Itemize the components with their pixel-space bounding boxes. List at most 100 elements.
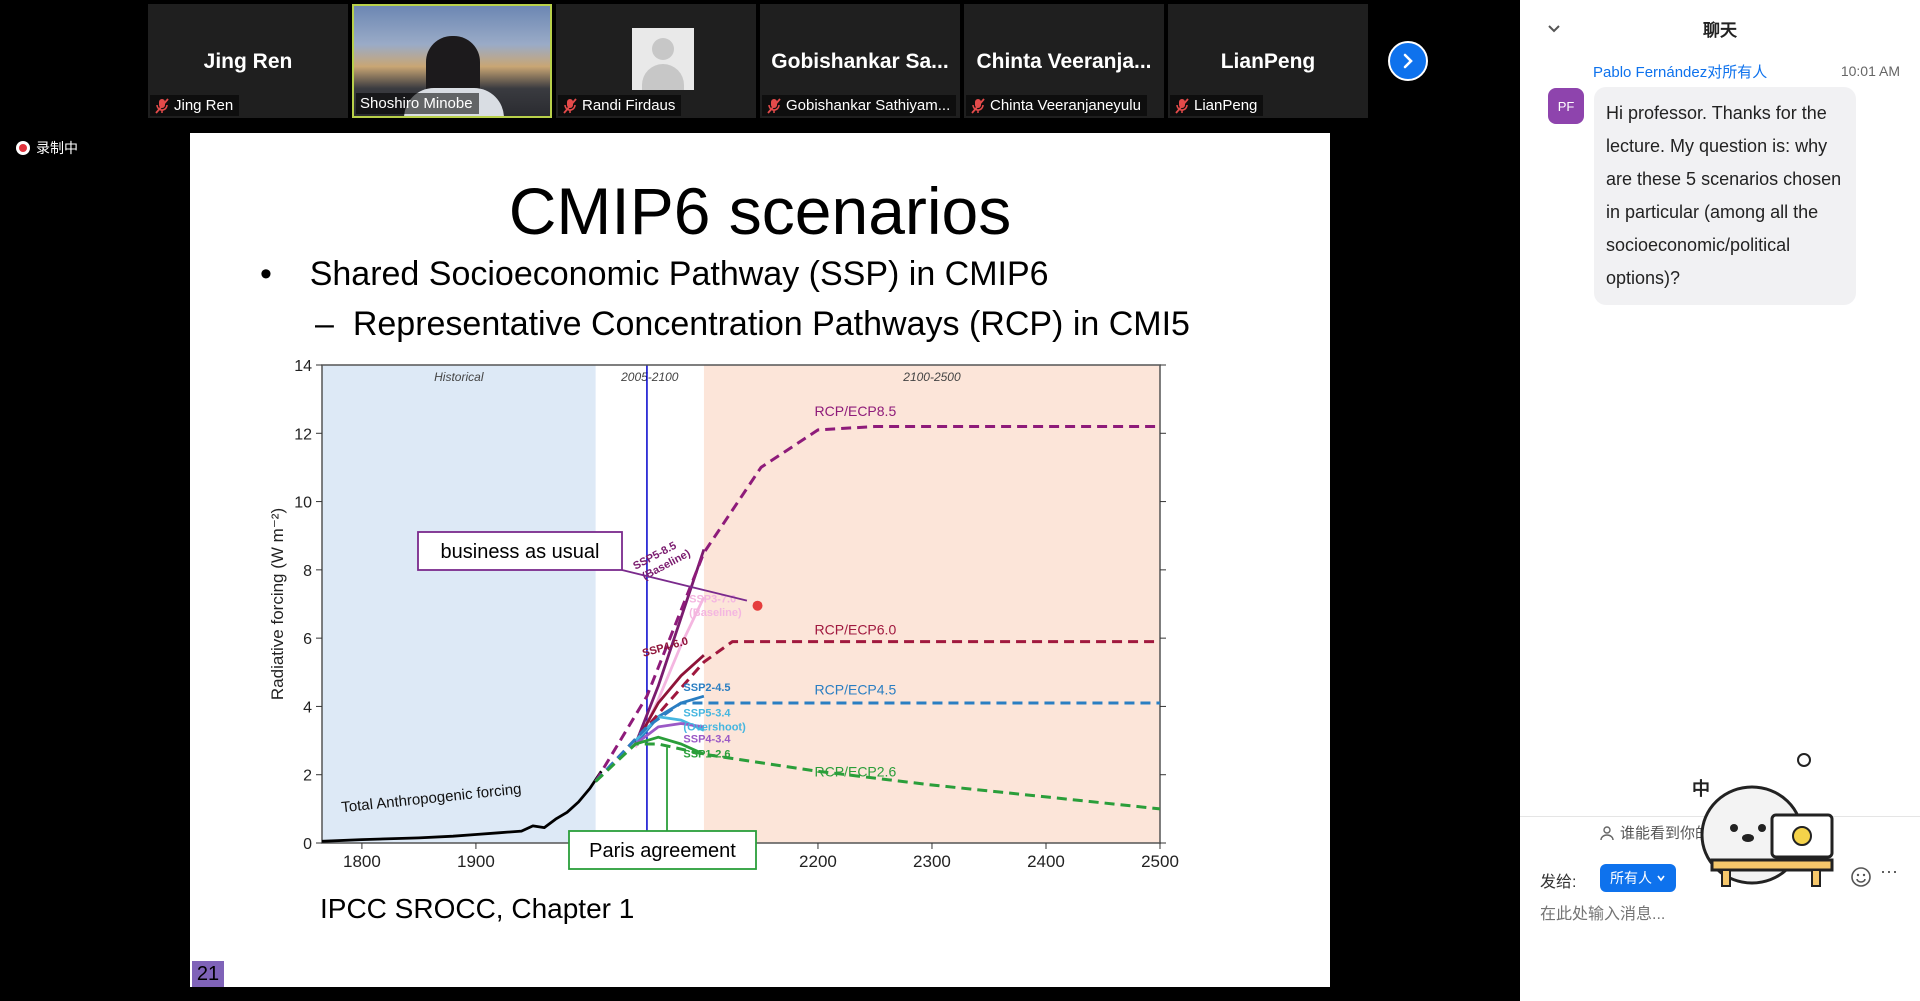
series-label: RCP/ECP4.5 (815, 681, 897, 697)
participant-name-tag: Jing Ren (150, 95, 240, 116)
video-area: Jing Ren Jing Ren Shoshiro Minobe Randi (0, 0, 1520, 1001)
bullet-text: Representative Concentration Pathways (R… (352, 305, 1190, 343)
series-line (594, 742, 1161, 811)
participant-name-tag: Randi Firdaus (558, 95, 682, 116)
emoji-icon[interactable] (1850, 866, 1872, 888)
message-to-prefix: 对 (1707, 64, 1723, 81)
historical-band (322, 365, 596, 843)
chat-panel: 聊天 Pablo Fernández对所有人 10:01 AM PF Hi pr… (1520, 0, 1920, 1001)
bullet-marker: – (315, 305, 334, 343)
radiative-forcing-chart: Historical 2005-2100 2100-2500 0 2 4 6 8 10 12 14 1… (268, 358, 1179, 871)
participant-name-label: Shoshiro Minobe (360, 95, 473, 112)
series-label: (Overshoot) (683, 721, 746, 733)
x-tick-label: 1800 (343, 852, 381, 871)
recording-indicator[interactable]: 录制中 (16, 138, 78, 158)
participant-name-tag: Gobishankar Sathiyam... (762, 95, 957, 116)
slide-page-number: 21 (192, 961, 224, 987)
participant-name-label: Randi Firdaus (582, 97, 676, 114)
series-label: RCP/ECP2.6 (815, 763, 897, 779)
series-label: SSP1-2.6 (683, 749, 730, 761)
paris-agreement-annotation: Paris agreement (589, 840, 736, 862)
y-tick-label: 8 (303, 563, 312, 580)
series-label: SSP4-6.0 (641, 635, 690, 660)
series-line (321, 770, 603, 843)
sticker-glyph: 中 (1692, 778, 1710, 800)
series-label: RCP/ECP8.5 (815, 403, 897, 419)
period-label: 2100-2500 (902, 370, 961, 384)
series-line (634, 654, 705, 745)
mascot-sticker-overlay: 中 (1692, 753, 1834, 887)
participant-name-label: Jing Ren (174, 97, 234, 114)
participant-name-label: Chinta Veeranjaneyulu (990, 97, 1141, 114)
participant-tile[interactable]: LianPeng LianPeng (1168, 4, 1368, 118)
participant-name-tag: Chinta Veeranjaneyulu (966, 95, 1147, 116)
participant-tile[interactable]: Chinta Veeranja... Chinta Veeranjaneyulu (964, 4, 1164, 118)
participant-display-name: Gobishankar Sa... (771, 50, 949, 73)
bullet-marker: • (260, 255, 272, 293)
series-line (594, 425, 1160, 783)
message-timestamp: 10:01 AM (1840, 63, 1900, 79)
x-tick-label: 2300 (913, 852, 951, 871)
y-tick-label: 6 (303, 631, 312, 648)
more-options-icon[interactable]: ⋯ (1880, 862, 1898, 882)
participant-display-name: Jing Ren (203, 50, 293, 73)
x-tick-label: 2200 (799, 852, 837, 871)
participant-strip: Jing Ren Jing Ren Shoshiro Minobe Randi (148, 4, 1368, 118)
recipient-dropdown[interactable]: 所有人 (1600, 864, 1676, 892)
series-label: SSP3-7.0 (689, 593, 736, 605)
chat-title: 聊天 (1703, 21, 1737, 40)
participant-tile[interactable]: Gobishankar Sa... Gobishankar Sathiyam..… (760, 4, 960, 118)
mic-muted-icon (971, 97, 985, 114)
message-recipient: 所有人 (1722, 64, 1768, 81)
paris-agreement-annotation-box (568, 830, 757, 870)
series-label: SSP4-3.4 (683, 733, 731, 745)
participant-name-label: LianPeng (1194, 97, 1258, 114)
period-label: Historical (434, 370, 484, 384)
chevron-down-icon (1657, 875, 1665, 882)
send-to-label: 发给: (1540, 874, 1577, 891)
mic-muted-icon (563, 97, 577, 114)
chevron-right-icon (1403, 53, 1413, 69)
x-tick-label: 1900 (457, 852, 495, 871)
series-line (634, 722, 705, 746)
slide-bullet-2: – Representative Concentration Pathways … (315, 305, 1190, 344)
extension-band (703, 365, 1160, 843)
participant-tile-active-speaker[interactable]: Shoshiro Minobe (352, 4, 552, 118)
series-label: SSP5-3.4 (683, 708, 731, 720)
series-line (594, 640, 1160, 783)
participant-display-name: Chinta Veeranja... (976, 50, 1152, 73)
series-label: (Baseline) (689, 607, 742, 619)
business-as-usual-annotation-box (417, 531, 623, 571)
message-sender[interactable]: Pablo Fernández (1593, 64, 1708, 81)
person-icon (1600, 825, 1614, 840)
x-tick-label: 2400 (1027, 852, 1065, 871)
participant-name-tag: LianPeng (1170, 95, 1264, 116)
chat-message-bubble[interactable]: Hi professor. Thanks for the lecture. My… (1594, 87, 1856, 305)
participant-name-tag: Shoshiro Minobe (356, 93, 479, 114)
x-tick-label: 2500 (1141, 852, 1179, 871)
shared-slide: CMIP6 scenarios • Shared Socioeconomic P… (190, 133, 1330, 987)
chat-header: 聊天 (1520, 0, 1920, 56)
participant-display-name: LianPeng (1220, 50, 1316, 73)
series-label: RCP/ECP6.0 (815, 622, 897, 638)
period-label: 2005-2100 (620, 370, 679, 384)
next-participants-button[interactable] (1388, 41, 1428, 81)
sender-avatar: PF (1548, 88, 1584, 124)
y-tick-label: 10 (294, 495, 312, 512)
mic-muted-icon (155, 97, 169, 114)
y-tick-label: 12 (294, 426, 312, 443)
participant-tile[interactable]: Randi Firdaus (556, 4, 756, 118)
chevron-down-icon[interactable] (1544, 18, 1564, 38)
default-avatar-icon (632, 28, 694, 90)
recording-label: 录制中 (36, 140, 78, 156)
y-tick-label: 2 (303, 768, 312, 785)
series-line (635, 735, 705, 756)
recipient-dropdown-value: 所有人 (1610, 870, 1652, 886)
y-tick-label: 4 (303, 699, 312, 716)
chat-message-input[interactable] (1540, 900, 1900, 930)
y-axis-label: Radiative forcing (W m⁻²) (268, 508, 287, 700)
participant-tile[interactable]: Jing Ren Jing Ren (148, 4, 348, 118)
mic-muted-icon (1175, 97, 1189, 114)
y-tick-label: 0 (303, 836, 312, 853)
